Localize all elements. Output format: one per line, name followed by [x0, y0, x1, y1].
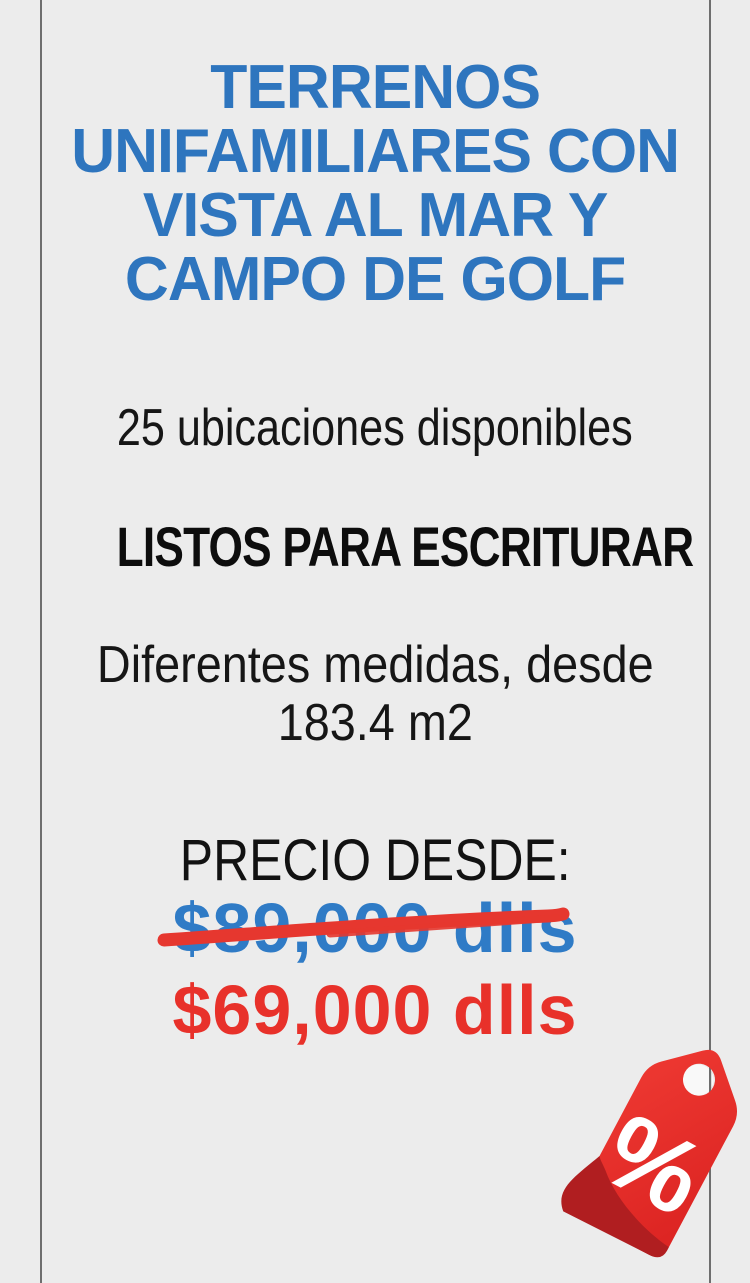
price-label: PRECIO DESDE:	[179, 828, 571, 893]
sizes-line-1: Diferentes medidas, desde	[96, 636, 654, 694]
tag-hole-backing	[682, 1064, 714, 1096]
new-price: $69,000 dlls	[172, 971, 578, 1049]
left-frame-line	[40, 0, 42, 1283]
discount-tag-icon: %	[561, 1049, 737, 1258]
right-frame-line	[709, 0, 711, 1283]
page-title: TERRENOS UNIFAMILIARES CON VISTA AL MAR …	[40, 56, 710, 312]
sizes-line-2: 183.4 m2	[277, 694, 473, 752]
tag-fold	[561, 1155, 669, 1258]
deed-status-text: LISTOS PARA ESCRITURAR	[116, 515, 694, 578]
title-line-1: TERRENOS	[210, 53, 541, 122]
tag-string-line	[709, 1065, 712, 1095]
old-price: $89,000 dlls	[172, 889, 578, 967]
lot-sizes-text: Diferentes medidas, desde 183.4 m2	[40, 636, 710, 752]
title-line-4: CAMPO DE GOLF	[124, 245, 626, 314]
availability-text: 25 ubicaciones disponibles	[117, 399, 633, 457]
title-line-3: VISTA AL MAR Y	[142, 181, 609, 250]
title-line-2: UNIFAMILIARES CON	[71, 117, 680, 186]
